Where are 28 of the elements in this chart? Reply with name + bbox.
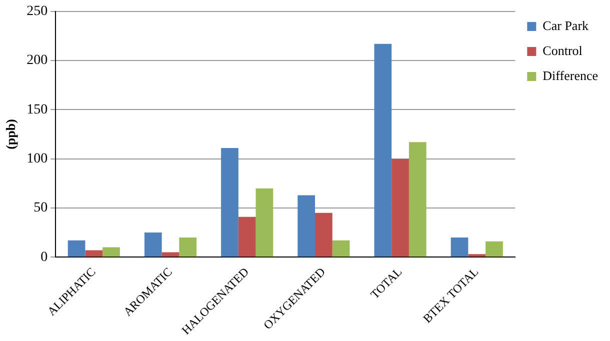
bar xyxy=(315,212,332,257)
bar xyxy=(256,188,274,257)
bar xyxy=(68,240,86,257)
legend-label: Difference xyxy=(542,68,598,83)
bar xyxy=(450,237,468,257)
legend-label: Car Park xyxy=(542,18,590,33)
y-tick-label: 200 xyxy=(26,53,48,68)
bar xyxy=(298,195,315,257)
y-axis-title: (ppb) xyxy=(3,119,18,150)
bar xyxy=(408,142,426,257)
y-tick-label: 250 xyxy=(26,4,48,20)
y-tick-label: 150 xyxy=(26,102,48,118)
bar xyxy=(102,247,120,257)
bar xyxy=(332,240,350,257)
bar xyxy=(468,254,486,257)
bar xyxy=(238,216,256,257)
bar xyxy=(179,237,197,257)
bar xyxy=(144,232,162,257)
bar xyxy=(486,241,503,257)
y-tick-label: 0 xyxy=(40,250,48,265)
bar xyxy=(85,250,103,257)
bar xyxy=(221,148,238,257)
y-tick-label: 50 xyxy=(34,200,48,216)
y-tick-label: 100 xyxy=(26,152,48,167)
legend-label: Control xyxy=(542,42,583,58)
bar xyxy=(392,158,409,257)
bar xyxy=(162,252,180,257)
bar xyxy=(374,44,392,257)
